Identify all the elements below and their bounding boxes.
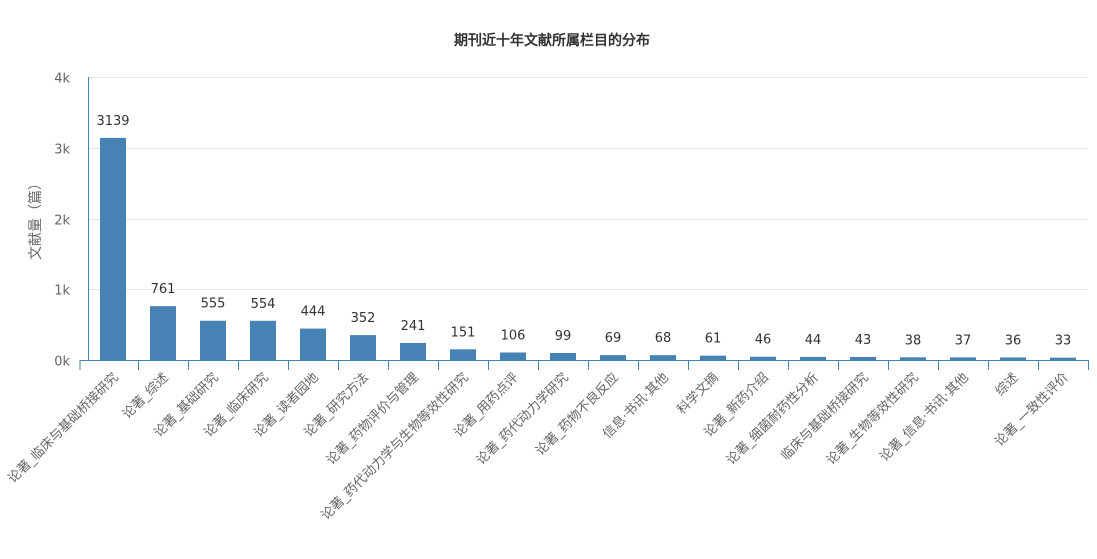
data-label: 33 xyxy=(1055,334,1072,349)
data-label: 151 xyxy=(451,325,476,340)
data-label: 99 xyxy=(555,329,572,344)
data-label: 44 xyxy=(805,333,822,348)
x-tick-label: 论著_临床与基础桥接研究 xyxy=(5,370,122,487)
y-tick-label: 3k xyxy=(54,143,70,158)
bar[interactable] xyxy=(350,335,376,360)
data-label: 38 xyxy=(905,333,922,348)
data-label: 555 xyxy=(201,297,226,312)
x-tick-label: 综述 xyxy=(993,370,1022,399)
data-label: 43 xyxy=(855,333,872,348)
y-tick-label: 0k xyxy=(54,355,70,370)
y-tick-label: 4k xyxy=(54,72,70,87)
bar[interactable] xyxy=(100,137,126,360)
bar[interactable] xyxy=(400,342,426,360)
bar[interactable] xyxy=(950,357,976,360)
bar[interactable] xyxy=(800,356,826,360)
x-tick-label: 论著_生物等效性研究 xyxy=(823,370,922,469)
bar[interactable] xyxy=(250,320,276,360)
bar[interactable] xyxy=(1000,357,1026,360)
data-label: 69 xyxy=(605,331,622,346)
x-tick-label: 科学文摘 xyxy=(674,370,722,418)
x-tick-label: 论著_细菌耐药性分析 xyxy=(724,370,822,468)
bar[interactable] xyxy=(850,356,876,360)
chart-title: 期刊近十年文献所属栏目的分布 xyxy=(454,32,650,49)
bar[interactable] xyxy=(500,352,526,360)
bar[interactable] xyxy=(300,328,326,360)
data-label: 106 xyxy=(501,329,526,344)
data-label: 352 xyxy=(351,311,376,326)
data-label: 3139 xyxy=(96,114,129,129)
x-tick-label: 论著_药物评价与管理 xyxy=(324,370,422,468)
bar[interactable] xyxy=(750,356,776,360)
data-label: 444 xyxy=(301,305,326,320)
bar[interactable] xyxy=(150,306,176,360)
bar[interactable] xyxy=(450,349,476,360)
data-label: 36 xyxy=(1005,333,1022,348)
x-tick-label: 临床与基础桥接研究 xyxy=(778,370,872,464)
bar[interactable] xyxy=(900,357,926,360)
data-label: 68 xyxy=(655,331,672,346)
data-label: 61 xyxy=(705,332,722,347)
axes xyxy=(79,77,1089,370)
y-tick-label: 1k xyxy=(54,284,70,299)
bar[interactable] xyxy=(1050,357,1076,360)
x-tick-label: 论著_信息·书讯·其他 xyxy=(877,370,972,465)
x-tick-label: 论著_药代动力学研究 xyxy=(473,370,572,469)
bar[interactable] xyxy=(600,355,626,360)
data-label: 554 xyxy=(251,297,276,312)
bar[interactable] xyxy=(550,352,576,360)
bar[interactable] xyxy=(650,355,676,360)
gridlines xyxy=(88,77,1088,290)
data-label: 241 xyxy=(401,319,426,334)
data-label: 761 xyxy=(151,282,176,297)
bars xyxy=(100,137,1076,360)
y-axis-title: 文献量（篇） xyxy=(28,176,44,260)
x-tick-label: 论著_药物不良反应 xyxy=(532,370,621,459)
bar[interactable] xyxy=(700,355,726,360)
x-tick-label: 论著_综述 xyxy=(120,370,172,422)
y-tick-label: 2k xyxy=(54,214,70,229)
labels: 0k 1k 2k 3k 4k 3139 论著_临床与基础桥接研究 761 论著_综述 555 论著_… xyxy=(5,72,1072,524)
data-label: 46 xyxy=(755,333,772,348)
bar[interactable] xyxy=(200,320,226,360)
data-label: 37 xyxy=(955,333,972,348)
